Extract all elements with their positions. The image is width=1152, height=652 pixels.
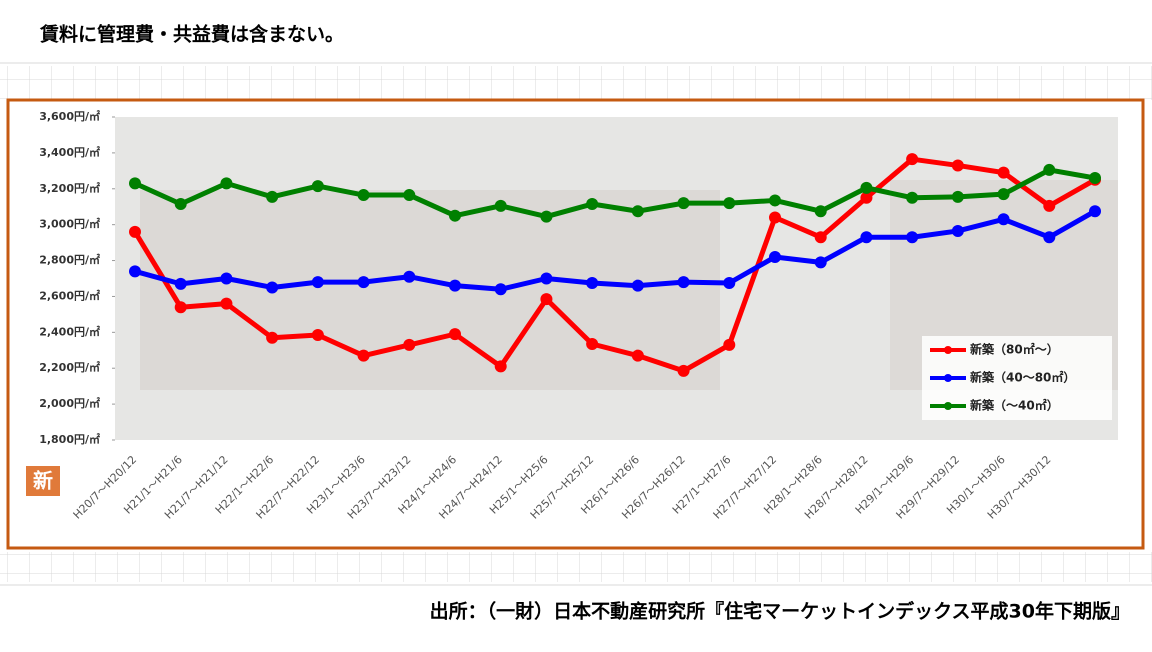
- y-tick-label: 2,000円/㎡: [39, 396, 100, 410]
- point: [311, 329, 324, 342]
- legend-marker: [944, 374, 952, 382]
- point: [586, 198, 599, 211]
- point: [129, 225, 141, 238]
- point: [951, 159, 964, 172]
- y-tick-label: 3,000円/㎡: [39, 217, 100, 231]
- y-tick-label: 2,600円/㎡: [39, 288, 100, 302]
- point: [449, 328, 461, 341]
- legend-marker: [944, 402, 952, 410]
- point: [220, 272, 233, 285]
- point: [266, 281, 279, 294]
- point: [814, 231, 827, 244]
- point: [540, 210, 553, 223]
- point: [403, 270, 416, 283]
- point: [860, 181, 873, 194]
- point: [494, 199, 507, 212]
- y-tick-label: 3,400円/㎡: [39, 145, 100, 159]
- point: [860, 231, 873, 244]
- legend-label: 新築（～40㎡）: [970, 398, 1059, 413]
- photo-building: [140, 190, 720, 390]
- point: [1089, 172, 1101, 185]
- point: [860, 191, 873, 204]
- y-tick-label: 2,800円/㎡: [39, 253, 100, 267]
- point: [586, 337, 599, 350]
- series-line: [134, 209, 1097, 292]
- point: [403, 338, 416, 351]
- point: [1089, 205, 1101, 218]
- point: [129, 177, 141, 190]
- point: [677, 364, 690, 377]
- point: [677, 197, 690, 210]
- point: [631, 349, 644, 362]
- source: 出所：（一財）日本不動産研究所『住宅マーケットインデックス平成30年下期版』: [430, 600, 1130, 623]
- badge: [26, 466, 60, 496]
- point: [220, 297, 233, 310]
- legend-marker: [944, 346, 952, 354]
- point: [174, 301, 187, 314]
- point: [174, 198, 187, 211]
- y-tick-label: 2,400円/㎡: [39, 324, 100, 338]
- point: [769, 250, 781, 263]
- y-tick-label: 2,200円/㎡: [39, 360, 100, 374]
- point: [1043, 231, 1056, 244]
- y-tick-label: 3,600円/㎡: [39, 109, 100, 123]
- badge-text: 新: [33, 469, 53, 493]
- point: [540, 272, 553, 285]
- point: [266, 331, 279, 344]
- legend-label: 新築（40～80㎡）: [970, 370, 1075, 385]
- point: [906, 231, 919, 244]
- point: [403, 189, 416, 202]
- point: [540, 293, 553, 306]
- point: [723, 197, 736, 210]
- point: [449, 209, 461, 222]
- point: [951, 224, 964, 237]
- y-tick-label: 1,800円/㎡: [39, 432, 100, 446]
- point: [723, 338, 736, 351]
- point: [951, 190, 964, 203]
- point: [723, 276, 736, 289]
- series-line: [132, 156, 1097, 374]
- point: [357, 349, 370, 362]
- point: [220, 177, 233, 190]
- point: [677, 276, 690, 289]
- series-line: [133, 167, 1096, 220]
- point: [997, 188, 1010, 201]
- point: [997, 166, 1010, 179]
- point: [1043, 163, 1056, 176]
- point: [906, 153, 919, 166]
- point: [906, 191, 919, 204]
- point: [769, 211, 781, 224]
- point: [174, 277, 187, 290]
- point: [449, 279, 461, 292]
- point: [769, 194, 781, 207]
- point: [1043, 199, 1056, 212]
- point: [357, 276, 370, 289]
- y-tick-label: 3,200円/㎡: [39, 181, 100, 195]
- point: [997, 213, 1010, 226]
- point: [311, 276, 324, 289]
- legend-label: 新築（80㎡～）: [970, 342, 1059, 357]
- point: [129, 265, 141, 278]
- point: [631, 279, 644, 292]
- point: [586, 276, 599, 289]
- point: [631, 205, 644, 218]
- point: [494, 283, 507, 296]
- point: [266, 190, 279, 203]
- sheet-grid: [0, 552, 1152, 582]
- point: [494, 360, 507, 373]
- sheet-grid: [0, 66, 1152, 100]
- point: [814, 256, 827, 269]
- point: [311, 180, 324, 193]
- point: [814, 205, 827, 218]
- note: 賃料に管理費・共益費は含まない。: [39, 23, 344, 46]
- point: [357, 189, 370, 202]
